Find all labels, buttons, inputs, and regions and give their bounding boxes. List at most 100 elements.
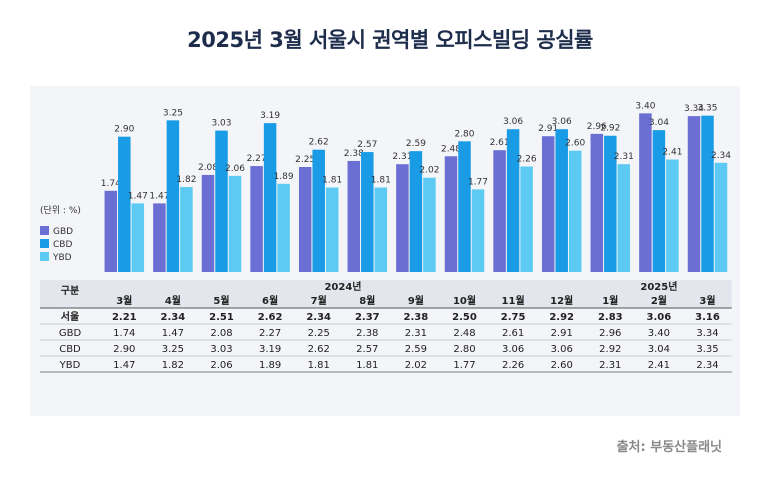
value-label-ybd-5: 1.81 [371, 176, 391, 186]
cell-ybd-10: 2.31 [599, 360, 621, 371]
legend-label-cbd: CBD [53, 240, 72, 250]
cell-ybd-8: 2.26 [502, 360, 524, 371]
cell-cbd-6: 2.59 [405, 344, 427, 355]
cell-cbd-10: 2.92 [599, 344, 621, 355]
cell-cbd-3: 3.19 [259, 344, 281, 355]
value-label-cbd-5: 2.57 [357, 140, 377, 150]
value-label-ybd-1: 1.82 [176, 175, 196, 185]
cell-ybd-11: 2.41 [648, 360, 670, 371]
cell-gbd-12: 3.34 [696, 328, 718, 339]
value-label-gbd-4: 2.25 [295, 155, 315, 165]
legend-swatch-cbd [40, 239, 49, 248]
bar-cbd-9 [555, 129, 568, 272]
cell-ybd-1: 1.82 [162, 360, 184, 371]
cell-서울-11: 3.06 [647, 312, 672, 323]
month-label-9: 12월 [550, 295, 573, 307]
cell-gbd-1: 1.47 [162, 328, 184, 339]
cell-cbd-1: 3.25 [162, 344, 184, 355]
month-label-5: 8월 [359, 295, 375, 307]
year-label-0: 2024년 [324, 280, 361, 293]
value-label-cbd-7: 2.80 [454, 129, 474, 139]
bar-ybd-10 [617, 164, 631, 272]
bar-cbd-12 [701, 115, 714, 273]
value-label-gbd-11: 3.40 [635, 101, 655, 111]
bar-gbd-12 [687, 116, 701, 272]
value-label-ybd-11: 2.41 [662, 148, 682, 158]
value-label-gbd-10: 2.96 [587, 122, 607, 132]
cell-서울-3: 2.62 [258, 312, 283, 323]
cell-cbd-8: 3.06 [502, 344, 524, 355]
cell-서울-1: 2.34 [161, 312, 186, 323]
bar-cbd-10 [604, 135, 617, 272]
value-label-ybd-6: 2.02 [419, 166, 439, 176]
legend-swatch-gbd [40, 226, 49, 235]
bar-gbd-7 [444, 156, 458, 272]
legend-swatch-ybd [40, 252, 49, 261]
source-note: 출처: 부동산플래닛 [616, 440, 722, 455]
bar-gbd-5 [347, 160, 361, 272]
month-label-4: 7월 [311, 295, 327, 307]
cell-ybd-9: 2.60 [551, 360, 573, 371]
cell-gbd-0: 1.74 [113, 328, 135, 339]
bar-gbd-6 [396, 164, 409, 272]
value-label-ybd-8: 2.26 [517, 155, 537, 165]
value-label-gbd-3: 2.27 [247, 154, 267, 164]
bar-ybd-6 [423, 177, 436, 272]
value-label-cbd-3: 3.19 [260, 111, 280, 121]
value-label-gbd-5: 2.38 [344, 149, 364, 159]
cell-ybd-3: 1.89 [259, 360, 281, 371]
bar-ybd-3 [277, 183, 290, 272]
cell-서울-7: 2.50 [452, 312, 477, 323]
value-label-gbd-8: 2.61 [490, 138, 510, 148]
cell-gbd-8: 2.61 [502, 328, 524, 339]
cell-cbd-0: 2.90 [113, 344, 135, 355]
cell-gbd-5: 2.38 [356, 328, 378, 339]
cell-서울-8: 2.75 [501, 312, 526, 323]
value-label-gbd-7: 2.48 [441, 144, 461, 154]
cell-서울-4: 2.34 [306, 312, 331, 323]
bar-ybd-0 [131, 203, 145, 272]
bar-cbd-4 [312, 149, 325, 272]
month-label-3: 6월 [262, 295, 278, 307]
unit-label: (단위 : %) [40, 205, 81, 216]
bar-ybd-2 [228, 175, 242, 272]
value-label-cbd-6: 2.59 [406, 139, 426, 149]
value-label-cbd-9: 3.06 [552, 117, 572, 127]
bar-gbd-1 [153, 203, 166, 272]
year-band [40, 280, 732, 292]
cell-ybd-4: 1.81 [308, 360, 330, 371]
month-label-7: 10월 [453, 295, 476, 307]
cell-서울-9: 2.92 [549, 312, 574, 323]
cell-서울-0: 2.21 [112, 312, 137, 323]
value-label-cbd-8: 3.06 [503, 117, 523, 127]
year-label-1: 2025년 [640, 280, 677, 293]
cell-cbd-7: 2.80 [453, 344, 475, 355]
cell-ybd-2: 2.06 [210, 360, 232, 371]
bar-cbd-3 [263, 123, 277, 272]
bar-ybd-9 [568, 150, 582, 272]
cell-ybd-0: 1.47 [113, 360, 135, 371]
cell-ybd-7: 1.77 [453, 360, 475, 371]
cell-서울-12: 3.16 [695, 312, 720, 323]
bar-ybd-1 [180, 187, 193, 272]
bar-ybd-7 [471, 189, 485, 272]
bar-cbd-6 [409, 151, 423, 272]
month-label-6: 9월 [408, 295, 424, 307]
month-label-8: 11월 [502, 295, 525, 307]
value-label-cbd-2: 3.03 [211, 119, 231, 129]
value-label-gbd-12: 3.34 [684, 104, 704, 114]
value-label-cbd-0: 2.90 [114, 125, 134, 135]
bar-gbd-10 [590, 133, 604, 272]
month-label-12: 3월 [699, 295, 715, 307]
bar-gbd-0 [104, 190, 118, 272]
value-label-gbd-6: 2.31 [392, 152, 412, 162]
row-label-ybd: YBD [59, 360, 81, 371]
cell-cbd-11: 3.04 [648, 344, 670, 355]
bar-cbd-0 [118, 136, 131, 272]
value-label-ybd-0: 1.47 [128, 191, 148, 201]
cell-gbd-7: 2.48 [453, 328, 475, 339]
legend-label-gbd: GBD [53, 227, 73, 237]
cell-서울-6: 2.38 [404, 312, 429, 323]
bar-gbd-4 [298, 167, 312, 272]
